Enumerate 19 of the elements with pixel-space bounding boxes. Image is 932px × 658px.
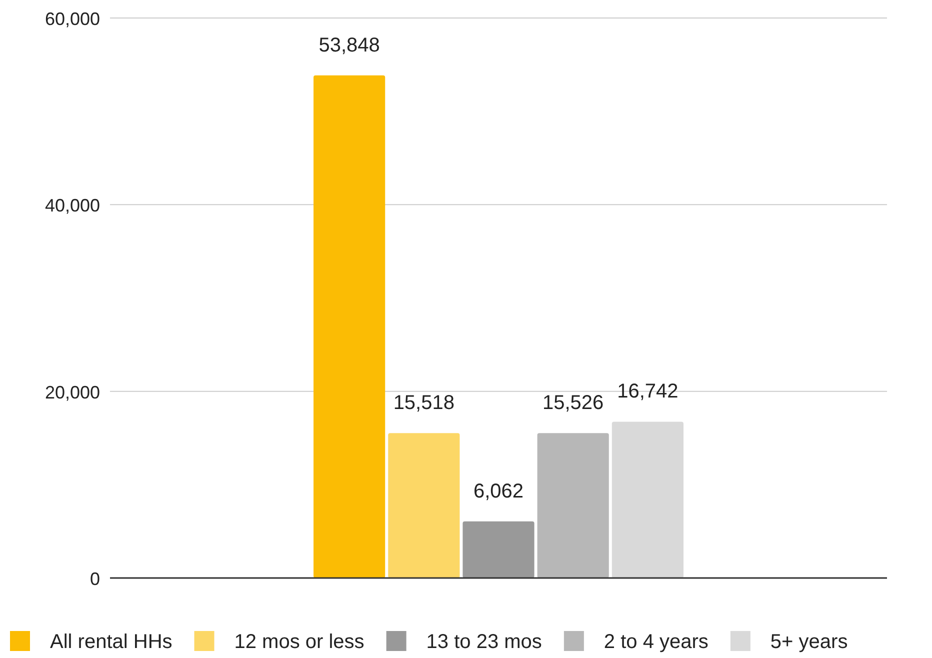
y-tick-label: 20,000 — [44, 382, 100, 402]
legend-label: 13 to 23 mos — [426, 631, 542, 653]
y-tick-label: 40,000 — [44, 196, 100, 216]
data-label: 15,526 — [542, 392, 604, 414]
y-tick-label: 0 — [90, 569, 100, 589]
bar — [537, 433, 609, 578]
legend-label: 5+ years — [770, 631, 848, 653]
data-label: 15,518 — [393, 392, 454, 414]
data-label: 53,848 — [318, 34, 380, 56]
legend-label: 2 to 4 years — [604, 631, 708, 653]
data-label: 16,742 — [617, 380, 678, 403]
y-tick-label: 60,000 — [44, 9, 100, 29]
bar — [388, 433, 460, 578]
bar — [612, 422, 684, 578]
legend-label: 12 mos or less — [234, 631, 364, 653]
legend-label: All rental HHs — [50, 631, 172, 653]
bar — [462, 521, 534, 578]
data-label: 6,062 — [473, 480, 524, 502]
bar — [314, 75, 386, 578]
